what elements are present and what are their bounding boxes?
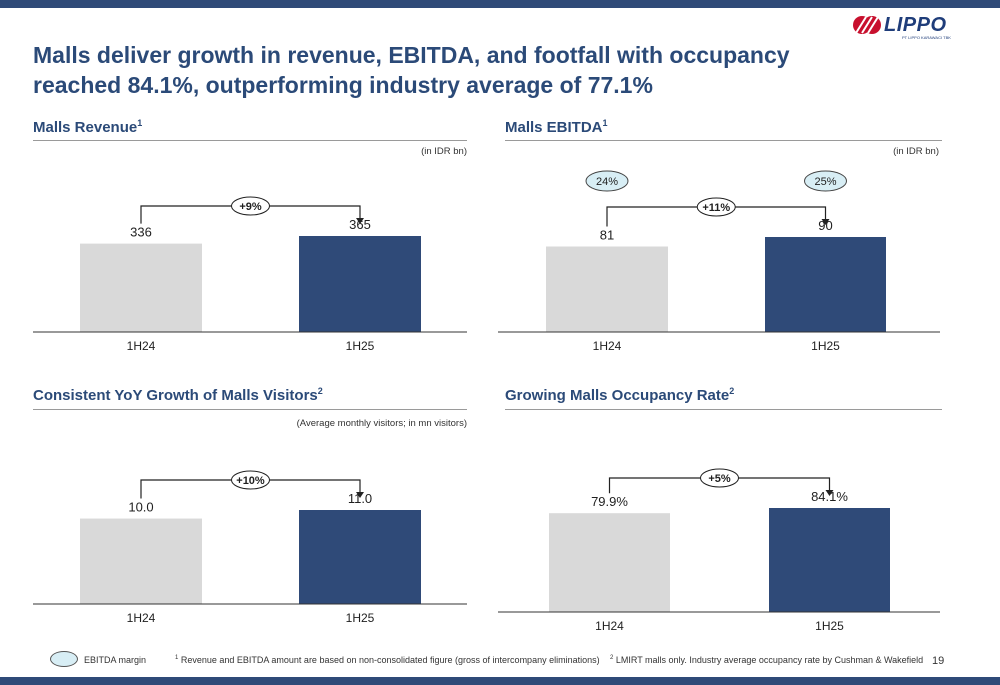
bar-1h24 [80,518,202,604]
top-accent-bar [0,0,1000,8]
growth-badge-label: +10% [236,475,265,487]
bar-1h24 [549,513,670,612]
category-label: 1H25 [815,619,844,633]
category-label: 1H24 [127,339,156,353]
bar-1h24 [546,246,668,332]
growth-badge [231,470,270,490]
bar-value-label: 81 [600,228,614,243]
logo-subtitle: PT LIPPO KARAWACI TBK [902,35,951,40]
page-number: 19 [932,655,945,667]
visitors-section-rule [33,409,467,410]
growth-arrowhead [825,490,834,496]
bar-1h24 [80,243,202,332]
growth-arrowhead [356,218,364,224]
bar-1h25 [769,508,890,612]
ebitda-section-title: Malls EBITDA1 [505,118,608,136]
bar-value-label: 365 [349,217,371,232]
growth-arrowhead [821,219,830,225]
occupancy-section-title: Growing Malls Occupancy Rate2 [505,386,735,404]
bar-value-label: 336 [130,225,152,240]
ebitda-margin-oval [585,170,629,192]
bar-value-label: 90 [818,218,832,233]
revenue-unit: (in IDR bn) [421,146,467,157]
revenue-section-title: Malls Revenue1 [33,118,143,136]
lippo-logo: LIPPO PT LIPPO KARAWACI TBK [852,14,952,44]
category-label: 1H24 [127,611,156,625]
growth-badge [231,196,270,216]
bar-1h25 [765,237,886,332]
visitors-section-title: Consistent YoY Growth of Malls Visitors2 [33,386,323,404]
growth-badge [696,197,736,217]
growth-badge [700,468,739,488]
category-label: 1H25 [346,339,375,353]
revenue-section-rule [33,140,467,141]
occupancy-section-rule [505,409,942,410]
bar-1h25 [299,510,421,604]
growth-badge-label: +5% [708,473,731,485]
visitors-unit: (Average monthly visitors; in mn visitor… [296,418,467,429]
bottom-accent-bar [0,677,1000,685]
ebitda-section-rule [505,140,942,141]
ebitda-margin-label: 24% [596,176,618,188]
category-label: 1H24 [595,619,624,633]
ebitda-margin-legend-swatch [50,651,78,667]
bar-1h25 [299,236,421,332]
bar-value-label: 11.0 [348,491,372,506]
ebitda-margin-label: 25% [814,176,836,188]
category-label: 1H24 [593,339,622,353]
logo-wordmark: LIPPO [884,14,947,36]
footnote-1: 1 Revenue and EBITDA amount are based on… [175,655,600,665]
category-label: 1H25 [811,339,840,353]
growth-badge-label: +9% [239,201,262,213]
ebitda-margin-oval [804,170,847,192]
ebitda-margin-legend-label: EBITDA margin [84,655,147,665]
lippo-logo-icon [853,16,881,34]
growth-arrowhead [356,492,364,498]
page-title: Malls deliver growth in revenue, EBITDA,… [33,42,790,98]
bar-value-label: 79.9% [591,494,628,509]
bar-value-label: 84.1% [811,489,848,504]
footnote-2: 2 LMIRT malls only. Industry average occ… [610,655,924,665]
ebitda-unit: (in IDR bn) [893,146,939,157]
category-label: 1H25 [346,611,375,625]
bar-value-label: 10.0 [128,500,153,515]
growth-badge-label: +11% [702,202,730,214]
